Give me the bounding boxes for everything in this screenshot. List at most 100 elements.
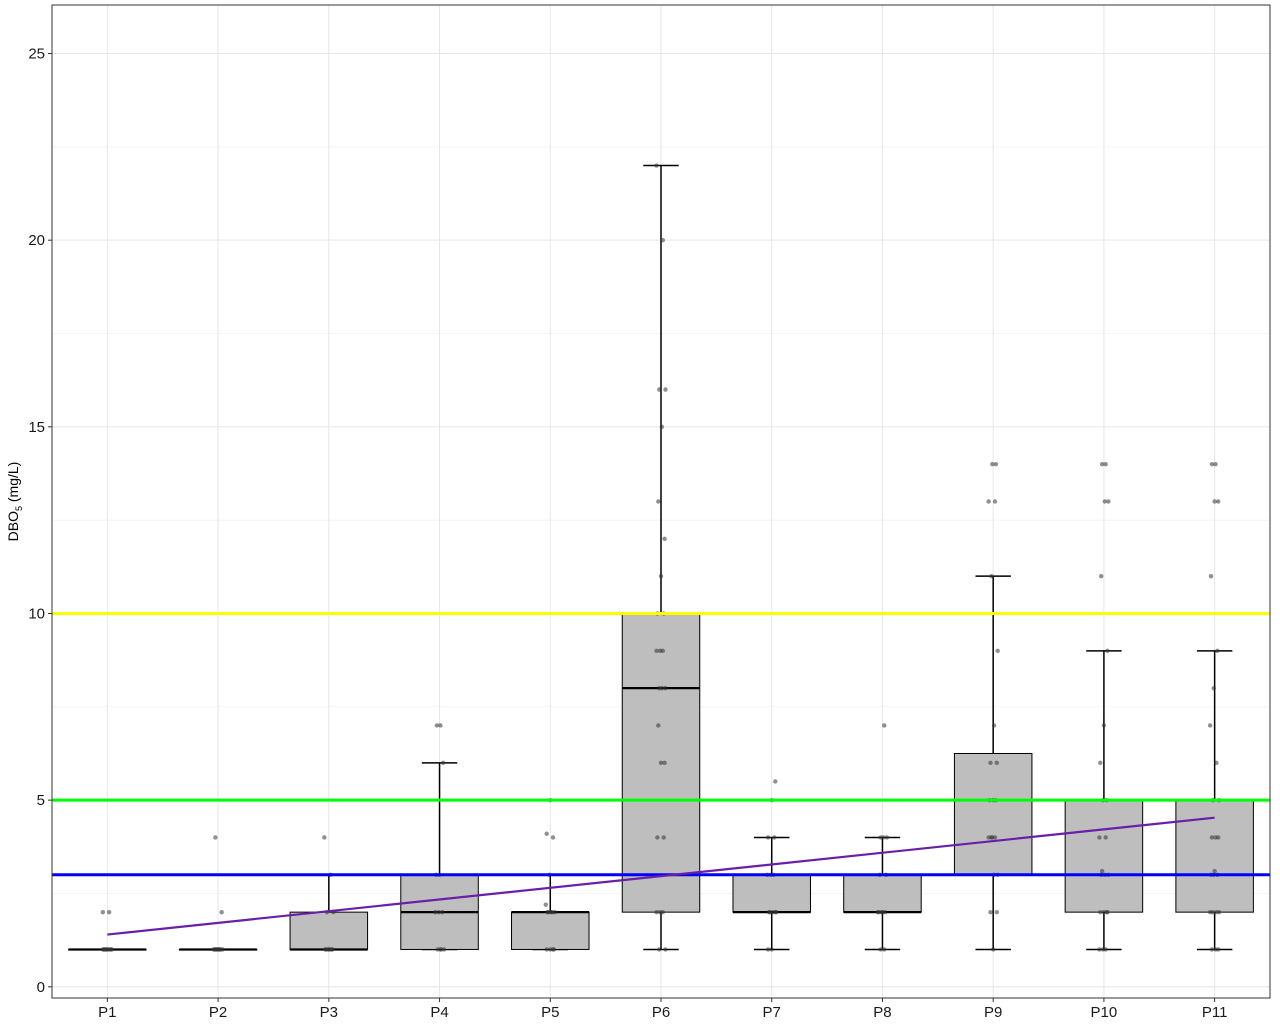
data-point [986, 499, 991, 504]
data-point [656, 723, 661, 728]
data-point [989, 573, 994, 579]
data-point [1102, 499, 1108, 504]
x-tick-label: P9 [984, 1004, 1002, 1021]
data-point [1207, 723, 1213, 728]
data-point [1213, 835, 1218, 840]
data-point [988, 760, 993, 766]
data-point [657, 909, 663, 915]
data-point [436, 909, 441, 915]
data-point [1099, 573, 1104, 579]
x-tick-label: P10 [1091, 1004, 1118, 1021]
data-point [438, 723, 443, 728]
y-tick-label: 25 [28, 46, 45, 63]
data-point [1213, 947, 1218, 952]
data-point [991, 723, 997, 728]
data-point [549, 909, 555, 915]
box-iqr [511, 911, 590, 950]
box-iqr [1064, 799, 1144, 913]
data-point [657, 685, 662, 691]
data-point [655, 835, 660, 840]
data-point [993, 461, 999, 467]
data-point [878, 835, 883, 840]
data-point [1101, 909, 1107, 915]
data-point [663, 685, 668, 691]
data-point [657, 387, 662, 392]
box-iqr [289, 911, 369, 950]
data-point [1100, 947, 1106, 952]
y-axis-title-subscript: 5 [14, 506, 24, 511]
data-point [1214, 909, 1219, 915]
box-P10 [1064, 650, 1144, 951]
data-point [882, 723, 887, 728]
y-axis-title-main: DBO [5, 511, 21, 541]
data-point [882, 947, 887, 952]
data-point [994, 909, 999, 915]
data-point [440, 760, 446, 766]
box-iqr [1175, 799, 1254, 913]
data-point [990, 461, 995, 467]
box-iqr [732, 874, 811, 913]
data-point [772, 835, 777, 840]
data-point [219, 909, 224, 915]
data-point [657, 648, 663, 654]
data-point [654, 163, 659, 168]
data-point [1097, 835, 1102, 840]
x-tick-label: P3 [320, 1004, 338, 1021]
x-tick-label: P6 [652, 1004, 670, 1021]
data-point [1212, 868, 1217, 874]
reference-lines [52, 611, 1270, 877]
data-point [546, 909, 551, 915]
data-point [765, 835, 771, 840]
box-P7 [732, 836, 811, 951]
data-point [1103, 835, 1108, 840]
box-P9 [953, 575, 1033, 951]
data-point [658, 760, 664, 766]
box-iqr [843, 874, 922, 913]
data-point [215, 947, 221, 952]
data-point [662, 760, 667, 766]
data-point [1099, 461, 1105, 467]
data-point [769, 947, 774, 952]
jitter-points [100, 163, 1222, 952]
data-point [988, 909, 993, 915]
data-point [876, 909, 882, 915]
data-point [657, 947, 662, 952]
data-point [880, 909, 885, 915]
y-axis-title-unit: (mg/L) [5, 462, 21, 506]
y-tick-label: 0 [37, 979, 45, 996]
data-point [1103, 461, 1108, 467]
data-point [656, 499, 661, 504]
box-P8 [843, 836, 922, 951]
data-point [109, 947, 115, 952]
x-tick-label: P2 [209, 1004, 227, 1021]
data-point [992, 499, 998, 504]
data-point [1105, 648, 1110, 654]
data-point [550, 835, 556, 840]
data-point [439, 947, 444, 952]
data-point [322, 835, 327, 840]
data-point [663, 947, 668, 952]
data-point [765, 947, 771, 952]
data-point [1213, 461, 1218, 467]
x-tick-label: P5 [541, 1004, 559, 1021]
trend-line-group [107, 816, 1215, 936]
data-point [1211, 685, 1216, 691]
x-tick-label: P8 [873, 1004, 891, 1021]
data-point [878, 947, 883, 952]
box-iqr [953, 752, 1033, 876]
data-point [100, 909, 106, 915]
box-P4 [400, 762, 479, 951]
data-point [774, 909, 779, 915]
data-point [990, 835, 995, 840]
y-tick-label: 5 [37, 792, 45, 809]
data-point [212, 947, 217, 952]
data-point [1207, 909, 1213, 915]
data-point [551, 947, 557, 952]
data-point [1214, 760, 1219, 766]
data-point [661, 835, 666, 840]
x-tick-label: P1 [98, 1004, 116, 1021]
data-point [658, 573, 664, 579]
y-tick-label: 20 [28, 232, 45, 249]
data-point [213, 835, 218, 840]
data-point [1098, 760, 1103, 766]
